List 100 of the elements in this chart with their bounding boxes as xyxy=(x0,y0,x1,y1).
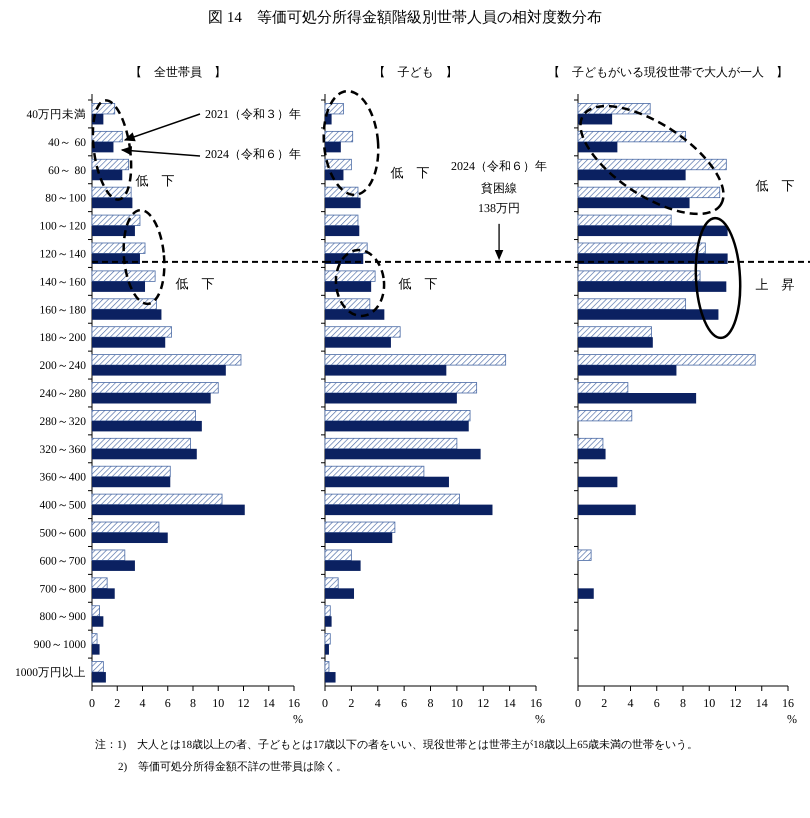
text: 2024（令和６）年 xyxy=(205,147,301,161)
x-tick-label: 8 xyxy=(428,696,434,710)
bar xyxy=(325,365,446,376)
x-tick-label: 16 xyxy=(530,696,542,710)
annotation: 2024（令和６）年 xyxy=(451,159,547,173)
bar xyxy=(324,103,344,114)
bar xyxy=(324,382,478,394)
x-axis-title: % xyxy=(535,712,545,726)
bar xyxy=(324,550,352,561)
bar xyxy=(578,326,652,338)
bar xyxy=(324,438,458,450)
bar xyxy=(324,466,424,478)
bar xyxy=(324,326,401,338)
y-tick-label: 40万円未満 xyxy=(26,108,86,121)
bar xyxy=(324,130,354,142)
x-axis-title: % xyxy=(293,712,303,726)
y-tick-label: 700～800 xyxy=(40,583,86,596)
y-tick-label: 800～900 xyxy=(40,611,86,624)
y-tick-label: 60～ 80 xyxy=(48,164,86,177)
bar xyxy=(92,633,98,645)
annotation: 低 下 xyxy=(390,165,430,180)
annotation: 低 下 xyxy=(176,276,214,291)
bar xyxy=(92,504,245,516)
bar xyxy=(325,588,354,599)
x-tick-label: 6 xyxy=(164,696,171,710)
bar xyxy=(324,605,331,617)
bar xyxy=(324,214,358,226)
y-tick-label: 180～200 xyxy=(40,332,86,344)
bar xyxy=(325,420,469,432)
bar xyxy=(92,365,226,376)
bar xyxy=(92,438,191,450)
bar xyxy=(92,170,122,180)
bar xyxy=(324,522,396,533)
bar xyxy=(325,560,361,571)
y-tick-label: 100～120 xyxy=(40,220,86,233)
bar xyxy=(92,532,168,544)
y-tick-label: 360～400 xyxy=(40,472,86,484)
bar xyxy=(578,214,672,226)
x-tick-label: 6 xyxy=(401,696,408,710)
bar xyxy=(578,365,676,376)
bar xyxy=(92,661,104,672)
bar xyxy=(324,270,376,282)
bar xyxy=(578,448,606,460)
bar xyxy=(92,550,126,561)
x-tick-label: 12 xyxy=(477,696,490,710)
bar xyxy=(92,577,108,589)
bar xyxy=(578,382,628,394)
bar xyxy=(578,504,636,516)
text: 2) 等価可処分所得金額不詳の世帯員は除く。 xyxy=(118,760,348,773)
bar xyxy=(92,420,202,432)
bar xyxy=(92,142,114,152)
bar xyxy=(578,270,700,282)
y-tick-label: 240～280 xyxy=(40,388,86,400)
bar xyxy=(325,616,332,627)
bar xyxy=(92,494,222,506)
bar xyxy=(578,393,696,404)
bar xyxy=(92,605,100,617)
bar xyxy=(324,633,331,645)
bar xyxy=(578,114,612,124)
y-tick-label: 160～180 xyxy=(40,304,86,316)
bar xyxy=(325,393,457,404)
bar xyxy=(578,309,718,320)
bar xyxy=(578,130,686,142)
bar xyxy=(325,672,336,683)
bar xyxy=(92,298,157,310)
bar xyxy=(92,616,104,627)
x-tick-label: 10 xyxy=(212,696,224,710)
x-tick-label: 14 xyxy=(504,696,516,710)
x-tick-label: 14 xyxy=(262,696,275,710)
bar xyxy=(578,410,632,422)
bar xyxy=(324,354,506,366)
bar xyxy=(92,354,242,366)
x-tick-label: 6 xyxy=(654,696,660,710)
bar xyxy=(578,198,690,208)
bar xyxy=(578,354,756,366)
bar xyxy=(325,644,329,655)
bar xyxy=(324,298,370,310)
bar xyxy=(92,522,160,533)
bar xyxy=(92,103,116,114)
bar xyxy=(92,448,197,460)
ref-line-label: 貧困線 xyxy=(481,180,518,195)
text: 注：1) 大人とは18歳以上の者、子どもとは17歳以下の者をいい、現役世帯とは世帯主が18歳以上65歳未満の世帯をいう。 xyxy=(95,738,698,751)
bar xyxy=(324,158,352,170)
bar xyxy=(92,410,196,422)
y-tick-label: 40～ 60 xyxy=(48,136,86,149)
y-tick-label: 500～600 xyxy=(40,528,86,540)
bar xyxy=(578,142,618,152)
bar xyxy=(325,142,341,152)
chart-subtitle: 【 全世帯員 】 xyxy=(130,65,226,79)
bar xyxy=(92,476,170,488)
x-tick-label: 0 xyxy=(322,696,328,710)
chart-subtitle: 【 子どもがいる現役世帯で大人が一人 】 xyxy=(548,65,788,79)
bar xyxy=(92,309,162,320)
bar xyxy=(578,438,604,450)
annotation: 138万円 xyxy=(478,201,520,215)
bar xyxy=(92,158,130,170)
y-tick-label: 200～240 xyxy=(40,360,86,372)
y-tick-label: 1000万円以上 xyxy=(15,666,86,680)
x-tick-label: 8 xyxy=(680,696,686,710)
x-tick-label: 0 xyxy=(575,696,581,710)
